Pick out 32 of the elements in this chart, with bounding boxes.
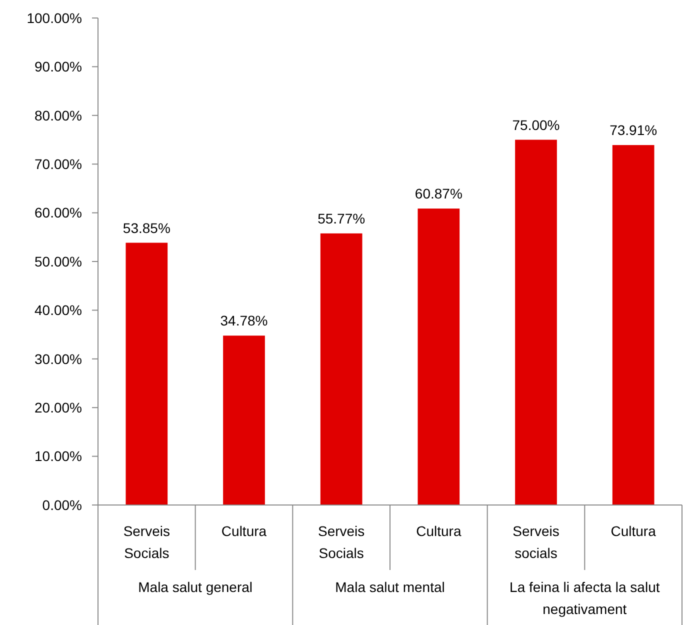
bar (126, 242, 168, 505)
y-tick-label: 10.00% (34, 448, 82, 464)
y-tick-label: 40.00% (34, 302, 82, 318)
x-tick-label: Serveis socials (512, 523, 560, 561)
y-tick-label: 30.00% (34, 350, 82, 367)
bar (320, 233, 362, 505)
x-tick-label: Cultura (610, 523, 656, 539)
x-tick-label: Cultura (416, 523, 462, 539)
y-tick-label: 100.00% (26, 10, 82, 26)
data-label: 55.77% (318, 210, 366, 226)
text: Mala salut general (138, 579, 253, 595)
y-tick-label: 0.00% (42, 496, 82, 513)
bar (612, 145, 654, 505)
x-tick-label: Cultura (221, 523, 267, 539)
data-label: 53.85% (122, 220, 170, 236)
bar (418, 208, 460, 505)
text: Mala salut mental (335, 579, 445, 595)
data-label: 34.78% (220, 312, 268, 329)
data-label: 73.91% (610, 122, 658, 138)
y-tick-label: 20.00% (34, 400, 82, 416)
text: La feina li afecta la salut negativament (510, 579, 660, 617)
data-label: 75.00% (512, 116, 560, 133)
y-tick-label: 50.00% (34, 253, 82, 270)
bar (223, 336, 265, 505)
y-tick-label: 70.00% (34, 156, 82, 172)
x-tick-label: Serveis Socials (318, 523, 365, 561)
data-label: 60.87% (414, 186, 462, 202)
y-tick-label: 90.00% (34, 58, 82, 75)
x-tick-label: Serveis Socials (123, 523, 170, 561)
bar (515, 140, 557, 505)
y-tick-label: 60.00% (34, 204, 82, 221)
y-tick-label: 80.00% (34, 107, 82, 124)
